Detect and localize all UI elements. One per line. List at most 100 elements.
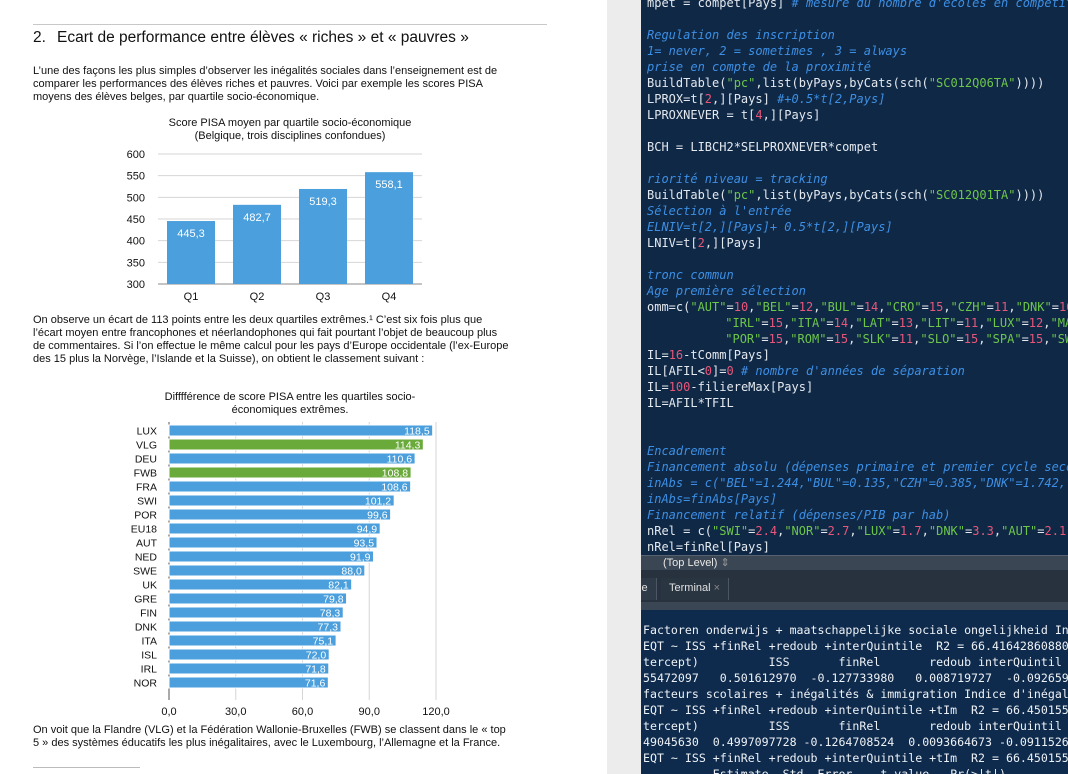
bar-value-label: 77,3 [318,622,339,634]
bar [167,221,215,284]
code-token: 15 [963,332,979,346]
console-output[interactable]: Factoren onderwijs + maatschappelijke so… [641,602,1068,774]
code-token: ,list(byPays,byCats(sch( [755,76,929,90]
code-token: 12 [798,300,814,314]
window-gutter [607,0,641,774]
category-label: DEU [135,454,157,466]
code-token: "LIT" [920,316,957,330]
y-tick-label: 500 [127,192,145,204]
code-line: tronc commun [647,267,734,283]
bar [168,578,353,591]
console-line: EQT ~ ISS +finRel +redoub +interQuintile… [643,703,1068,717]
y-tick-label: 450 [127,214,145,226]
tab-console[interactable]: le [641,578,657,600]
code-line: Encadrement [647,443,726,459]
x-tick-label: Q1 [184,291,199,303]
scope-selector[interactable]: (Top Level) ⇕ [641,555,1068,570]
bar [168,494,395,507]
code-token: )))) [1015,188,1045,202]
code-token: "ITA" [790,316,827,330]
code-token: = [1021,332,1029,346]
code-token: = [826,332,834,346]
bar-value-label: 93,5 [354,538,375,550]
code-token: , [849,524,857,538]
code-token: "pc" [726,76,756,90]
tab-terminal[interactable]: Terminal × [661,578,730,600]
code-token: ,][Pays] [712,92,778,106]
category-label: FRA [136,482,157,494]
code-token: inAbs = c("BEL"=1.244,"BUL"=0.135,"CZH"=… [647,476,1068,490]
code-token: "SC012Q06TA" [928,76,1016,90]
code-token: , [848,332,856,346]
category-label: NED [135,552,158,564]
bar [168,648,330,661]
code-token: , [777,524,785,538]
code-token: IL[AFIL< [647,364,705,378]
code-token: 15 [768,332,784,346]
bar [168,662,330,675]
code-token: omm=c( [647,300,691,314]
code-token: = [1051,300,1059,314]
code-token: 10 [733,300,749,314]
console-line: EQT ~ ISS +finRel +redoub +interQuintile… [643,639,1068,653]
code-line: ELNIV=t[2,][Pays]+ 0.5*t[2,][Pays] [647,219,893,235]
code-editor[interactable]: mpet = compet[Pays] # mesure du nombre d… [641,0,1068,555]
code-line: Financement absolu (dépenses primaire et… [647,459,1068,475]
console-line: tercept) ISS finRel redoub interQuintil [643,719,1062,733]
bar-value-label: 110,6 [387,454,413,466]
code-token: ,list(byPays,byCats(sch( [755,188,929,202]
code-token: "SC012Q01TA" [928,188,1016,202]
bar-value-label: 88,0 [341,566,362,578]
code-token: Age première sélection [647,284,806,298]
console-line: 55472097 0.501612970 -0.127733980 0.0087… [643,671,1068,685]
category-label: GRE [134,594,157,606]
bar [168,536,378,549]
bar [168,634,337,647]
code-token: , [943,300,951,314]
bar [168,676,329,689]
code-token: 14 [833,316,849,330]
bar-value-label: 445,3 [177,228,205,240]
code-token: , [878,300,886,314]
x-tick-label: 60,0 [292,706,313,718]
code-token: , [921,524,929,538]
code-line: BuildTable("pc",list(byPays,byCats(sch("… [647,187,1044,203]
code-token: = [891,316,899,330]
bar-value-label: 118,5 [404,426,430,438]
code-line: inAbs = c("BEL"=1.244,"BUL"=0.135,"CZH"=… [647,475,1068,491]
bar [168,438,424,451]
category-label: DNK [135,622,157,634]
code-token: 15 [768,316,784,330]
bar-value-label: 519,3 [309,196,337,208]
code-line: IL=16-tComm[Pays] [647,347,770,363]
bar [168,606,344,619]
paragraph-intro: L’une des façons les plus simples d’obse… [33,65,498,103]
close-icon[interactable]: × [713,582,721,594]
code-token: 2 [697,236,705,250]
code-line: Regulation des inscription [647,27,835,43]
code-token: LPROX=t[ [647,92,705,106]
code-line: "IRL"=15,"ITA"=14,"LAT"=13,"LIT"=11,"LUX… [653,315,1068,331]
code-token: Financement relatif (dépenses/PIB par ha… [647,508,951,522]
code-token: = [761,316,769,330]
code-token: nRel=finRel[Pays] [647,540,770,554]
code-line: prise en compte de la proximité [647,59,871,75]
code-token: 13 [898,316,914,330]
console-line: EQT ~ ISS +finRel +redoub +interQuintile… [643,751,1068,765]
category-label: VLG [136,440,157,452]
bar [168,508,392,521]
code-token: "CRO" [885,300,922,314]
code-token: 1.7 [899,524,922,538]
code-token: prise en compte de la proximité [647,60,871,74]
chart1-title: Score PISA moyen par quartile socio-écon… [168,117,412,142]
code-line: BuildTable("pc",list(byPays,byCats(sch("… [647,75,1044,91]
code-token: 15 [928,300,944,314]
code-token: "pc" [726,188,756,202]
code-token: ,"S [1066,524,1068,538]
code-token: ]= [712,364,727,378]
bar-value-label: 71,6 [305,678,326,690]
x-tick-label: Q4 [382,291,397,303]
code-token: "LUX" [985,316,1022,330]
code-line: Age première sélection [647,283,806,299]
code-token: Regulation des inscription [647,28,835,42]
